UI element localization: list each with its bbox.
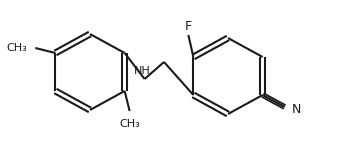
Text: CH₃: CH₃ [119, 119, 140, 129]
Text: CH₃: CH₃ [6, 43, 27, 53]
Text: F: F [185, 21, 192, 33]
Text: N: N [292, 102, 301, 116]
Text: NH: NH [134, 66, 151, 76]
